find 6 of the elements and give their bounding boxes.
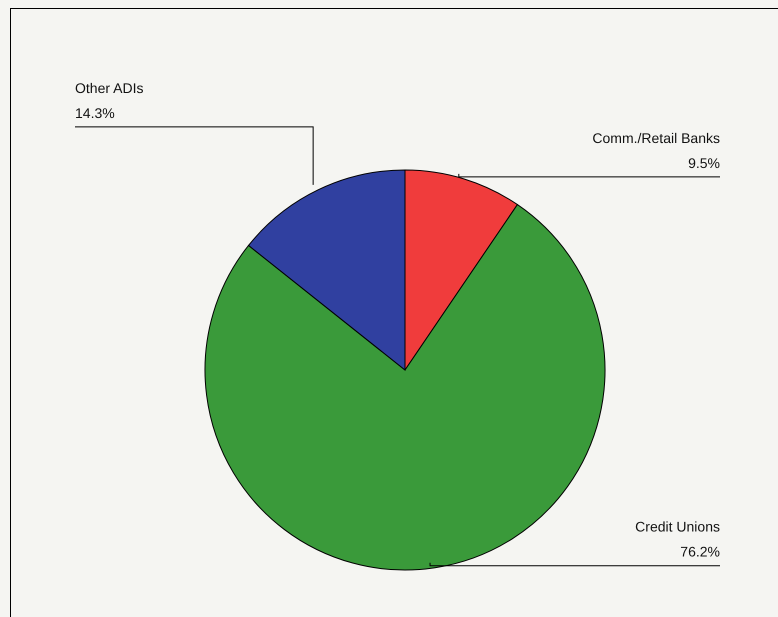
slice-label: Other ADIs (75, 80, 144, 96)
data-label: 76.2% (680, 544, 720, 560)
slice-label: Credit Unions (635, 518, 720, 535)
data-label: 9.5% (688, 154, 720, 171)
data-label: 14.3% (75, 104, 115, 121)
slice-label: Comm./Retail Banks (592, 130, 720, 146)
